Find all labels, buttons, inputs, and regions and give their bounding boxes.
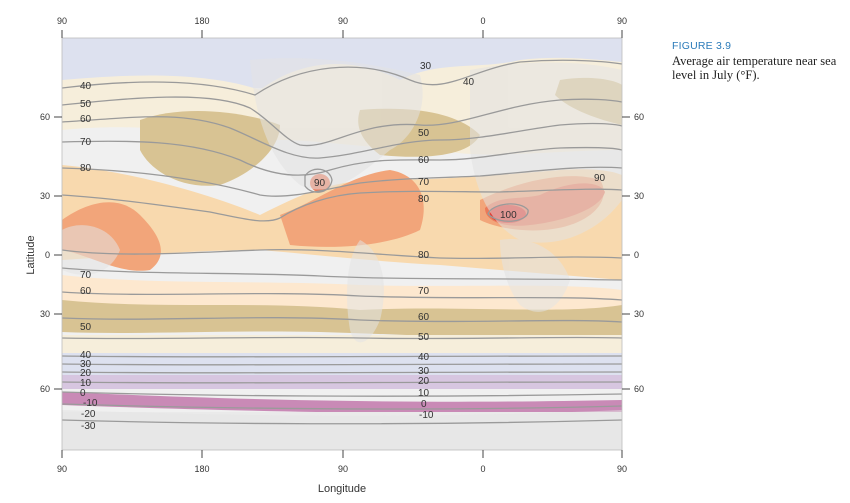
- bottom-tick-label: 90: [617, 464, 627, 474]
- contour-label: -10: [419, 410, 434, 421]
- left-tick-label: 60: [40, 384, 50, 394]
- top-tick-label: 90: [338, 16, 348, 26]
- contour-labels-west: 40 50 60 70 80 70 60 50 40 30 20 10 0 -1…: [80, 81, 98, 432]
- contour-label: 50: [80, 99, 92, 110]
- hot-spot-labels: 90 90 100: [314, 173, 606, 221]
- contour-label: 70: [80, 137, 92, 148]
- left-tick-label: 60: [40, 112, 50, 122]
- contour-label: 50: [418, 128, 430, 139]
- north-america-tan: [140, 110, 280, 186]
- figure-label: FIGURE 3.9: [672, 40, 732, 52]
- landmasses: [62, 58, 622, 450]
- north-america-hot: [280, 170, 424, 247]
- left-tick-label: 30: [40, 309, 50, 319]
- x-axis-title: Longitude: [318, 483, 366, 495]
- right-tick-label: 0: [634, 250, 639, 260]
- contour-label: 0: [80, 388, 86, 399]
- contour-label: 40: [418, 352, 430, 363]
- contour-label: 30: [420, 61, 432, 72]
- top-tick-label: 90: [57, 16, 67, 26]
- contour-label: -20: [81, 409, 96, 420]
- bottom-tick-label: 180: [194, 464, 209, 474]
- bottom-tick-labels: 90 180 90 0 90: [57, 464, 627, 474]
- tick-marks: [54, 30, 630, 458]
- contour-label: 60: [418, 155, 430, 166]
- contour-label: 20: [418, 376, 430, 387]
- top-tick-label: 0: [480, 16, 485, 26]
- contour-label: 70: [418, 286, 430, 297]
- right-tick-label: 60: [634, 112, 644, 122]
- figure-caption-text: Average air temperature near sea level i…: [672, 54, 837, 82]
- top-tick-labels: 90 180 90 0 90: [57, 16, 627, 26]
- contour-label: 60: [80, 114, 92, 125]
- contour-label: 100: [500, 210, 517, 221]
- contour-label: 60: [418, 312, 430, 323]
- contour-label: 40: [463, 77, 475, 88]
- contour-labels-mid: 30 40 50 60 70 80 80 70 60 50 40 30 20 1…: [418, 61, 475, 421]
- southern-tan-band: [62, 300, 622, 345]
- contour-label: 80: [418, 194, 430, 205]
- map-frame: [61, 37, 623, 451]
- contour-label: 40: [80, 350, 92, 361]
- right-tick-labels: 60 30 0 30 60: [634, 112, 644, 394]
- contour-label: 50: [80, 322, 92, 333]
- y-axis-title: Latitude: [25, 235, 37, 274]
- southern-mild-band: [62, 335, 622, 353]
- figure-caption: FIGURE 3.9 Average air temperature near …: [672, 40, 842, 82]
- left-tick-label: 0: [45, 250, 50, 260]
- contour-label: 30: [418, 366, 430, 377]
- right-tick-label: 30: [634, 309, 644, 319]
- bottom-tick-label: 90: [338, 464, 348, 474]
- contour-label: 70: [80, 270, 92, 281]
- contour-label: 90: [314, 178, 326, 189]
- contour-label: 70: [418, 177, 430, 188]
- contour-label: 10: [80, 378, 92, 389]
- contour-label: -10: [83, 398, 98, 409]
- contour-label: 80: [418, 250, 430, 261]
- right-tick-label: 30: [634, 191, 644, 201]
- left-tick-labels: 60 30 0 30 60: [40, 112, 50, 394]
- isotherm-lines: [62, 59, 622, 425]
- contour-label: 30: [80, 359, 92, 370]
- contour-label: 80: [80, 163, 92, 174]
- contour-label: -30: [81, 421, 96, 432]
- contour-label: 10: [418, 388, 430, 399]
- bottom-tick-label: 90: [57, 464, 67, 474]
- contour-label: 40: [80, 81, 92, 92]
- top-tick-label: 90: [617, 16, 627, 26]
- contour-label: 0: [421, 399, 427, 410]
- contour-label: 60: [80, 286, 92, 297]
- right-tick-label: 60: [634, 384, 644, 394]
- bottom-tick-label: 0: [480, 464, 485, 474]
- contour-label: 50: [418, 332, 430, 343]
- contour-label: 20: [80, 368, 92, 379]
- left-tick-label: 30: [40, 191, 50, 201]
- contour-label: 90: [594, 173, 606, 184]
- top-tick-label: 180: [194, 16, 209, 26]
